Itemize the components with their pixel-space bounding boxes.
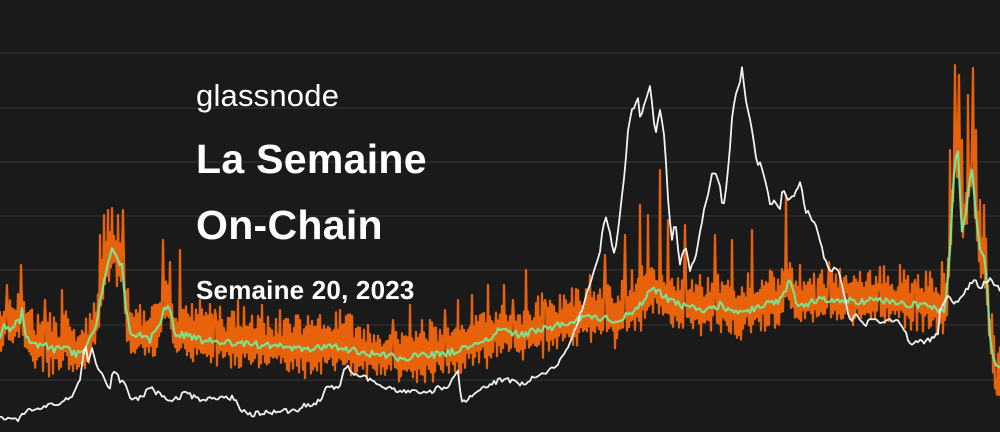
green-series (0, 150, 1000, 369)
orange-series (0, 63, 1000, 397)
title-block: glassnode La Semaine On-Chain Semaine 20… (196, 78, 427, 306)
brand-logo-text: glassnode (196, 78, 340, 113)
price-line (0, 66, 1000, 423)
page-title-line-1: La Semaine (196, 136, 427, 182)
page-title-line-2: On-Chain (196, 202, 383, 248)
issue-subtitle: Semaine 20, 2023 (196, 275, 415, 305)
